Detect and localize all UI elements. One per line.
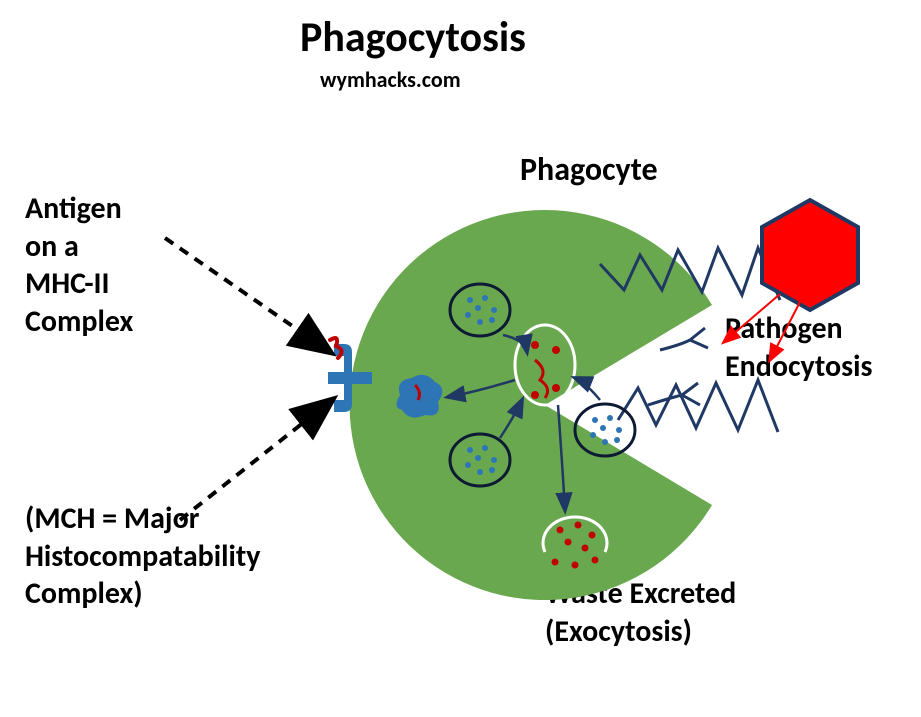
pathogen-arrow-2 xyxy=(770,302,800,360)
teeth-bottom xyxy=(618,380,778,432)
dashed-arrow-bottom xyxy=(180,400,332,520)
arrow-lyso2-to-phago xyxy=(575,378,600,400)
dashed-arrow-top xyxy=(165,238,330,352)
diagram-svg xyxy=(0,0,921,717)
pathogen-arrow-1 xyxy=(724,294,780,342)
